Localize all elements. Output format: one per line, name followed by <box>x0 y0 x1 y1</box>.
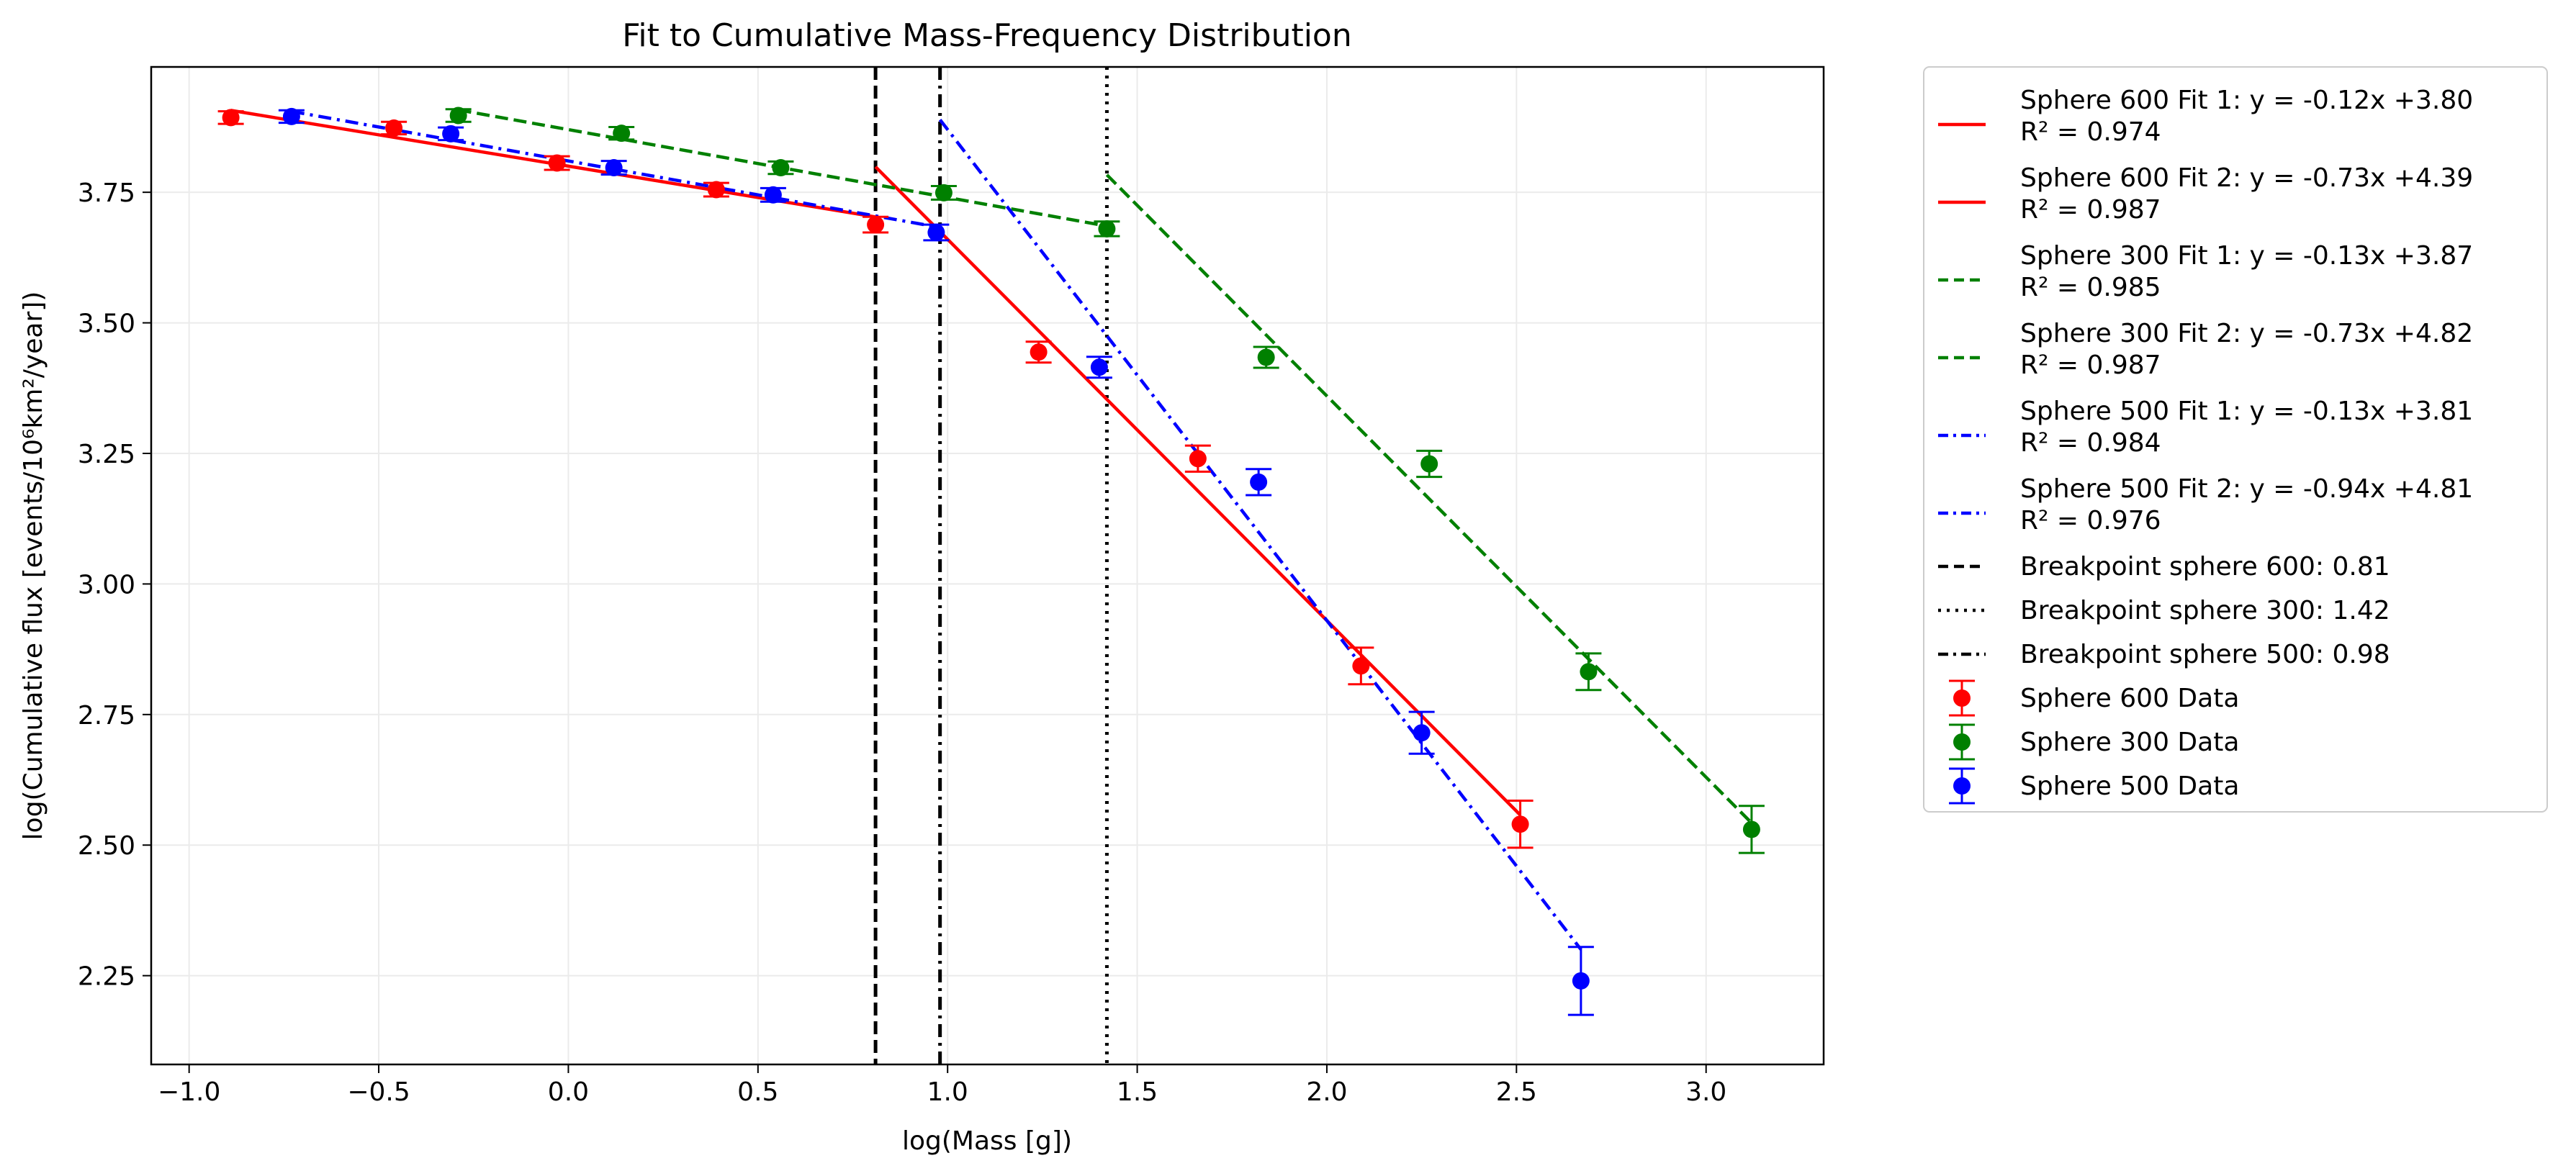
x-tick-label: 2.5 <box>1496 1077 1537 1107</box>
y-tick-label: 3.00 <box>78 570 135 600</box>
x-tick-label: 1.0 <box>927 1077 968 1107</box>
data-point <box>282 107 300 125</box>
x-tick-label: 2.0 <box>1306 1077 1347 1107</box>
y-tick-label: 2.25 <box>78 962 135 992</box>
data-point <box>867 216 885 234</box>
legend-label: Sphere 300 Fit 1: y = -0.13x +3.87 <box>2020 241 2473 271</box>
data-point <box>1250 473 1268 491</box>
y-tick-label: 3.75 <box>78 178 135 208</box>
plot-frame <box>150 65 1825 1066</box>
y-tick-label: 3.50 <box>78 309 135 339</box>
data-point <box>1090 358 1108 376</box>
x-tick-label: −1.0 <box>158 1077 220 1107</box>
legend-label: R² = 0.985 <box>2020 273 2161 302</box>
legend-label: Sphere 600 Fit 1: y = -0.12x +3.80 <box>2020 86 2473 115</box>
y-tick-label: 3.25 <box>78 440 135 469</box>
x-tick-label: 0.5 <box>737 1077 778 1107</box>
x-tick-label: −0.5 <box>347 1077 410 1107</box>
breakpoint-lines <box>873 67 1109 1064</box>
data-point <box>1098 220 1116 238</box>
legend-label: R² = 0.987 <box>2020 350 2161 380</box>
fit-line <box>874 166 1522 816</box>
data-point <box>927 224 945 242</box>
data-point <box>548 154 566 172</box>
legend-label: R² = 0.987 <box>2020 195 2161 225</box>
data-point <box>1511 815 1529 833</box>
legend-label: R² = 0.976 <box>2020 506 2161 535</box>
data-point <box>613 125 631 143</box>
fit-line <box>1105 173 1753 825</box>
y-axis: 2.25 2.50 2.75 3.00 3.25 3.50 3.75 <box>78 178 151 992</box>
x-axis-label: log(Mass [g]) <box>902 1126 1072 1156</box>
data-points <box>217 107 1765 1016</box>
x-tick-label: 0.0 <box>548 1077 589 1107</box>
data-point <box>772 159 790 177</box>
data-point <box>1352 657 1370 675</box>
legend-label: Sphere 600 Data <box>2020 684 2239 713</box>
legend-box <box>1923 66 2548 813</box>
grid-lines <box>151 67 1824 1064</box>
legend-label: Sphere 500 Data <box>2020 772 2239 801</box>
data-point <box>222 109 240 127</box>
legend-swatch <box>1953 777 1971 795</box>
data-point <box>385 119 403 137</box>
data-point <box>1572 972 1590 990</box>
data-point <box>449 107 467 125</box>
legend-swatch <box>1953 689 1971 707</box>
legend-swatch <box>1953 733 1971 751</box>
chart-title: Fit to Cumulative Mass-Frequency Distrib… <box>622 17 1351 54</box>
legend-label: Sphere 500 Fit 2: y = -0.94x +4.81 <box>2020 474 2473 504</box>
legend-label: Breakpoint sphere 500: 0.98 <box>2020 640 2390 669</box>
data-point <box>1580 663 1598 681</box>
fit-line <box>938 119 1582 951</box>
x-tick-label: 3.0 <box>1685 1077 1726 1107</box>
data-point <box>707 181 725 199</box>
legend-label: Sphere 500 Fit 1: y = -0.13x +3.81 <box>2020 397 2473 426</box>
legend-label: Breakpoint sphere 600: 0.81 <box>2020 552 2390 582</box>
x-tick-label: 1.5 <box>1117 1077 1158 1107</box>
legend-label: R² = 0.984 <box>2020 428 2161 458</box>
data-point <box>935 184 953 202</box>
data-point <box>1413 724 1431 742</box>
data-point <box>605 159 623 177</box>
data-point <box>1257 348 1275 366</box>
y-axis-label: log(Cumulative flux [events/10⁶km²/year]… <box>19 291 48 841</box>
y-tick-label: 2.75 <box>78 701 135 731</box>
data-point <box>1742 820 1760 838</box>
legend-label: Sphere 300 Data <box>2020 728 2239 757</box>
data-point <box>1420 455 1438 473</box>
data-point <box>1030 343 1048 361</box>
legend-label: R² = 0.974 <box>2020 117 2161 147</box>
x-axis: −1.0 −0.5 0.0 0.5 1.0 1.5 2.0 2.5 3.0 <box>158 1064 1726 1107</box>
data-point <box>764 186 782 204</box>
y-tick-label: 2.50 <box>78 831 135 861</box>
data-point <box>1189 450 1207 468</box>
data-point <box>442 125 460 143</box>
legend-label: Breakpoint sphere 300: 1.42 <box>2020 596 2390 625</box>
legend-label: Sphere 600 Fit 2: y = -0.73x +4.39 <box>2020 163 2473 193</box>
legend-label: Sphere 300 Fit 2: y = -0.73x +4.82 <box>2020 319 2473 348</box>
